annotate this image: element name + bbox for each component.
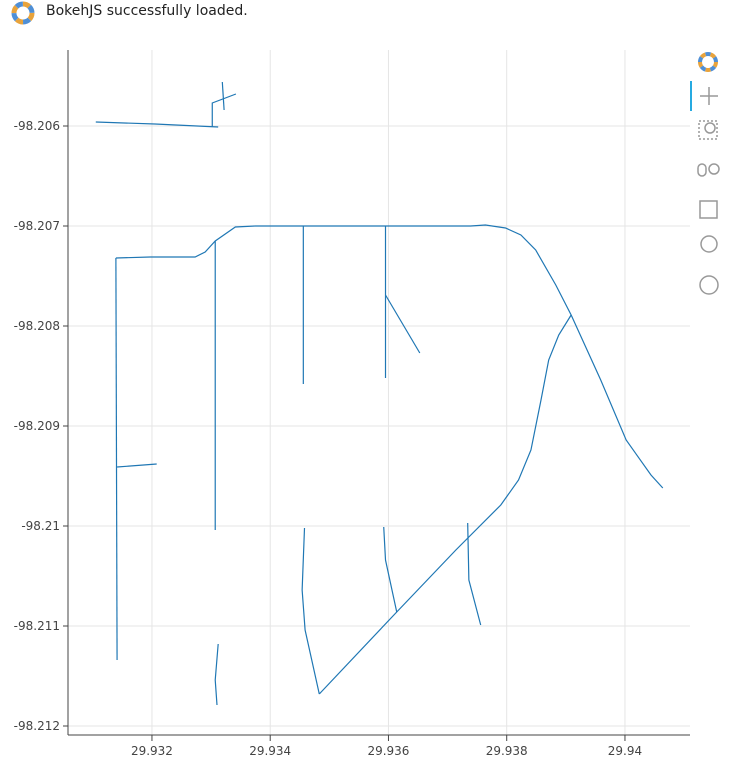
road-line — [301, 527, 320, 695]
x-tick-label: 29.934 — [249, 744, 291, 758]
road-line — [95, 121, 219, 128]
help-tool[interactable] — [699, 275, 719, 295]
y-tick-label: -98.207 — [14, 219, 60, 233]
x-tick-label: 29.932 — [131, 744, 173, 758]
y-tick-label: -98.211 — [14, 619, 60, 633]
road-line — [467, 522, 482, 626]
y-tick-label: -98.208 — [14, 319, 60, 333]
road-line — [211, 93, 237, 127]
wheel-zoom-tool[interactable] — [697, 163, 720, 177]
road-line — [115, 257, 118, 661]
road-line — [115, 224, 664, 489]
road-line — [384, 294, 421, 354]
x-tick-label: 29.938 — [486, 744, 528, 758]
road-line — [117, 463, 157, 468]
pan-tool[interactable] — [700, 87, 718, 105]
road-line — [214, 643, 219, 706]
x-tick-label: 29.94 — [608, 744, 642, 758]
notice: BokehJS successfully loaded. — [46, 3, 248, 19]
y-tick-label: -98.206 — [14, 119, 60, 133]
road-line — [318, 314, 572, 695]
y-tick-label: -98.212 — [14, 719, 60, 733]
road-line — [221, 81, 225, 111]
toolbar — [690, 52, 720, 295]
y-tick-label: -98.21 — [21, 519, 60, 533]
y-tick-label: -98.209 — [14, 419, 60, 433]
x-tick-label: 29.936 — [367, 744, 409, 758]
zoom-tool[interactable] — [698, 120, 718, 140]
bokeh-logo — [11, 1, 35, 25]
road-line — [383, 526, 398, 613]
reset-tool[interactable] — [700, 235, 718, 253]
save-tool[interactable] — [699, 200, 718, 219]
